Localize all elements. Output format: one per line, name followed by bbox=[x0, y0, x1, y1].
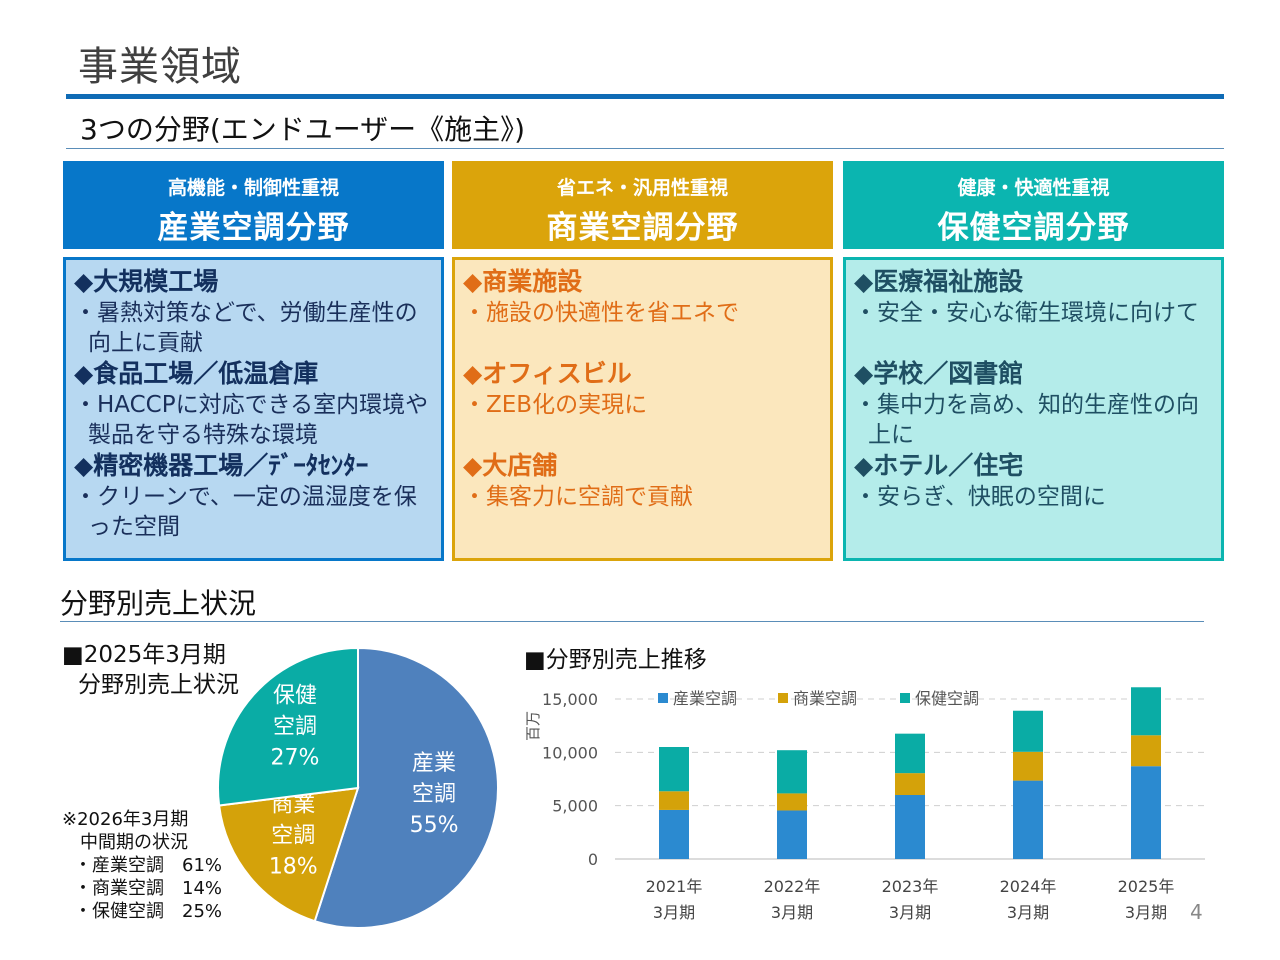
field-item-heading: ◆商業施設 bbox=[463, 267, 583, 296]
field-item-heading: ◆オフィスビル bbox=[463, 359, 632, 388]
commercial-field-header: 省エネ・汎用性重視 商業空調分野 bbox=[452, 161, 833, 249]
legend-swatch bbox=[778, 693, 788, 703]
x-tick-label: 3月期 bbox=[889, 903, 931, 922]
pie-caption: ■2025年3月期 分野別売上状況 bbox=[62, 640, 239, 700]
bar-segment bbox=[659, 809, 689, 859]
bar-segment bbox=[659, 747, 689, 792]
field-item-heading: ◆大規模工場 bbox=[74, 267, 219, 296]
x-tick-label: 2024年 bbox=[1000, 877, 1057, 896]
page-number: 4 bbox=[1190, 900, 1203, 924]
field-item-desc: ・暑熱対策などで、労働生産性の向上に貢献 bbox=[74, 300, 418, 356]
x-tick-label: 2023年 bbox=[882, 877, 939, 896]
field-item-desc: ・安全・安心な衛生環境に向けて bbox=[854, 300, 1199, 326]
field-tagline: 高機能・制御性重視 bbox=[167, 177, 339, 199]
spacer bbox=[463, 420, 822, 450]
bar-segment bbox=[777, 750, 807, 794]
subtitle-divider bbox=[66, 148, 1224, 149]
note-row: ・保健空調 25% bbox=[74, 901, 223, 922]
x-tick-label: 3月期 bbox=[653, 903, 695, 922]
note-row: ・商業空調 14% bbox=[74, 878, 223, 899]
bar-segment bbox=[1131, 735, 1161, 767]
bar-segment bbox=[777, 810, 807, 859]
legend-label: 商業空調 bbox=[793, 689, 857, 708]
y-tick-label: 5,000 bbox=[552, 797, 598, 816]
field-item-desc: ・安らぎ、快眠の空間に bbox=[854, 484, 1106, 510]
field-item-heading: ◆精密機器工場／ﾃﾞｰﾀｾﾝﾀｰ bbox=[74, 451, 369, 480]
health-field-body: ◆医療福祉施設 ・安全・安心な衛生環境に向けて ◆学校／図書館 ・集中力を高め、… bbox=[843, 257, 1224, 561]
legend-label: 産業空調 bbox=[673, 689, 737, 708]
pie-slice-label: 保健 bbox=[273, 683, 317, 708]
section-subtitle: 3つの分野(エンドユーザー《施主》) bbox=[80, 113, 526, 146]
legend-label: 保健空調 bbox=[915, 689, 979, 708]
bar-segment bbox=[1131, 687, 1161, 736]
sales-divider bbox=[60, 621, 1204, 622]
field-name: 保健空調分野 bbox=[937, 210, 1130, 246]
industrial-field-body: ◆大規模工場 ・暑熱対策などで、労働生産性の向上に貢献 ◆食品工場／低温倉庫 ・… bbox=[63, 257, 444, 561]
field-item-heading: ◆学校／図書館 bbox=[854, 359, 1024, 388]
pie-caption-line2: 分野別売上状況 bbox=[78, 672, 239, 698]
note-line2: 中間期の状況 bbox=[80, 832, 188, 853]
field-item-desc: ・HACCPに対応できる室内環境や製品を守る特殊な環境 bbox=[74, 392, 429, 448]
pie-slice-label: 空調 bbox=[271, 824, 315, 849]
spacer bbox=[463, 328, 822, 358]
pie-slice-percent: 18% bbox=[269, 855, 318, 880]
x-tick-label: 3月期 bbox=[1125, 903, 1167, 922]
x-tick-label: 3月期 bbox=[771, 903, 813, 922]
field-item-heading: ◆食品工場／低温倉庫 bbox=[74, 359, 319, 388]
field-item-desc: ・集客力に空調で貢献 bbox=[463, 484, 693, 510]
legend-swatch bbox=[900, 693, 910, 703]
bar-segment bbox=[659, 791, 689, 810]
pie-slice-label: 空調 bbox=[273, 714, 317, 739]
interim-note: ※2026年3月期 中間期の状況 ・産業空調 61% ・商業空調 14% ・保健… bbox=[62, 808, 222, 923]
sales-section-title: 分野別売上状況 bbox=[60, 587, 257, 620]
bar-segment bbox=[895, 733, 925, 774]
x-tick-label: 2021年 bbox=[646, 877, 703, 896]
bar-chart-title: ■分野別売上推移 bbox=[524, 647, 707, 673]
field-tagline: 健康・快適性重視 bbox=[957, 177, 1110, 199]
legend-swatch bbox=[658, 693, 668, 703]
y-tick-label: 10,000 bbox=[542, 743, 598, 762]
bar-segment bbox=[1131, 766, 1161, 859]
title-divider bbox=[66, 94, 1224, 99]
x-tick-label: 3月期 bbox=[1007, 903, 1049, 922]
pie-slice-label: 産業 bbox=[412, 751, 456, 776]
commercial-field-body: ◆商業施設 ・施設の快適性を省エネで ◆オフィスビル ・ZEB化の実現に ◆大店… bbox=[452, 257, 833, 561]
bar-segment bbox=[1013, 751, 1043, 781]
field-item-desc: ・ZEB化の実現に bbox=[463, 392, 648, 418]
y-tick-label: 0 bbox=[588, 850, 598, 869]
x-tick-label: 2022年 bbox=[764, 877, 821, 896]
field-item-heading: ◆医療福祉施設 bbox=[854, 267, 1024, 296]
field-item-desc: ・集中力を高め、知的生産性の向上に bbox=[854, 392, 1199, 448]
page-title: 事業領域 bbox=[78, 44, 242, 90]
note-line1: ※2026年3月期 bbox=[62, 809, 189, 830]
y-tick-label: 15,000 bbox=[542, 690, 598, 709]
bar-segment bbox=[1013, 710, 1043, 752]
field-item-heading: ◆大店舗 bbox=[463, 451, 558, 480]
note-row: ・産業空調 61% bbox=[74, 855, 223, 876]
pie-slice bbox=[217, 786, 360, 923]
bar-segment bbox=[1013, 780, 1043, 859]
y-axis-label: 百万 bbox=[524, 711, 542, 741]
spacer bbox=[854, 328, 1213, 358]
field-tagline: 省エネ・汎用性重視 bbox=[556, 177, 728, 199]
bar-segment bbox=[895, 773, 925, 795]
field-name: 商業空調分野 bbox=[546, 210, 739, 246]
field-item-heading: ◆ホテル／住宅 bbox=[854, 451, 1024, 480]
pie-caption-line1: ■2025年3月期 bbox=[62, 642, 226, 668]
health-field-header: 健康・快適性重視 保健空調分野 bbox=[843, 161, 1224, 249]
x-tick-label: 2025年 bbox=[1118, 877, 1175, 896]
pie-slice-label: 空調 bbox=[412, 782, 456, 807]
bar-segment bbox=[777, 793, 807, 811]
pie-slice bbox=[217, 646, 359, 807]
field-name: 産業空調分野 bbox=[157, 210, 350, 246]
field-item-desc: ・クリーンで、一定の温湿度を保った空間 bbox=[74, 484, 417, 540]
pie-slice-percent: 27% bbox=[271, 745, 320, 770]
field-item-desc: ・施設の快適性を省エネで bbox=[463, 300, 739, 326]
pie-slice-percent: 55% bbox=[410, 813, 459, 838]
bar-segment bbox=[895, 795, 925, 859]
pie-slice bbox=[313, 646, 499, 929]
industrial-field-header: 高機能・制御性重視 産業空調分野 bbox=[63, 161, 444, 249]
